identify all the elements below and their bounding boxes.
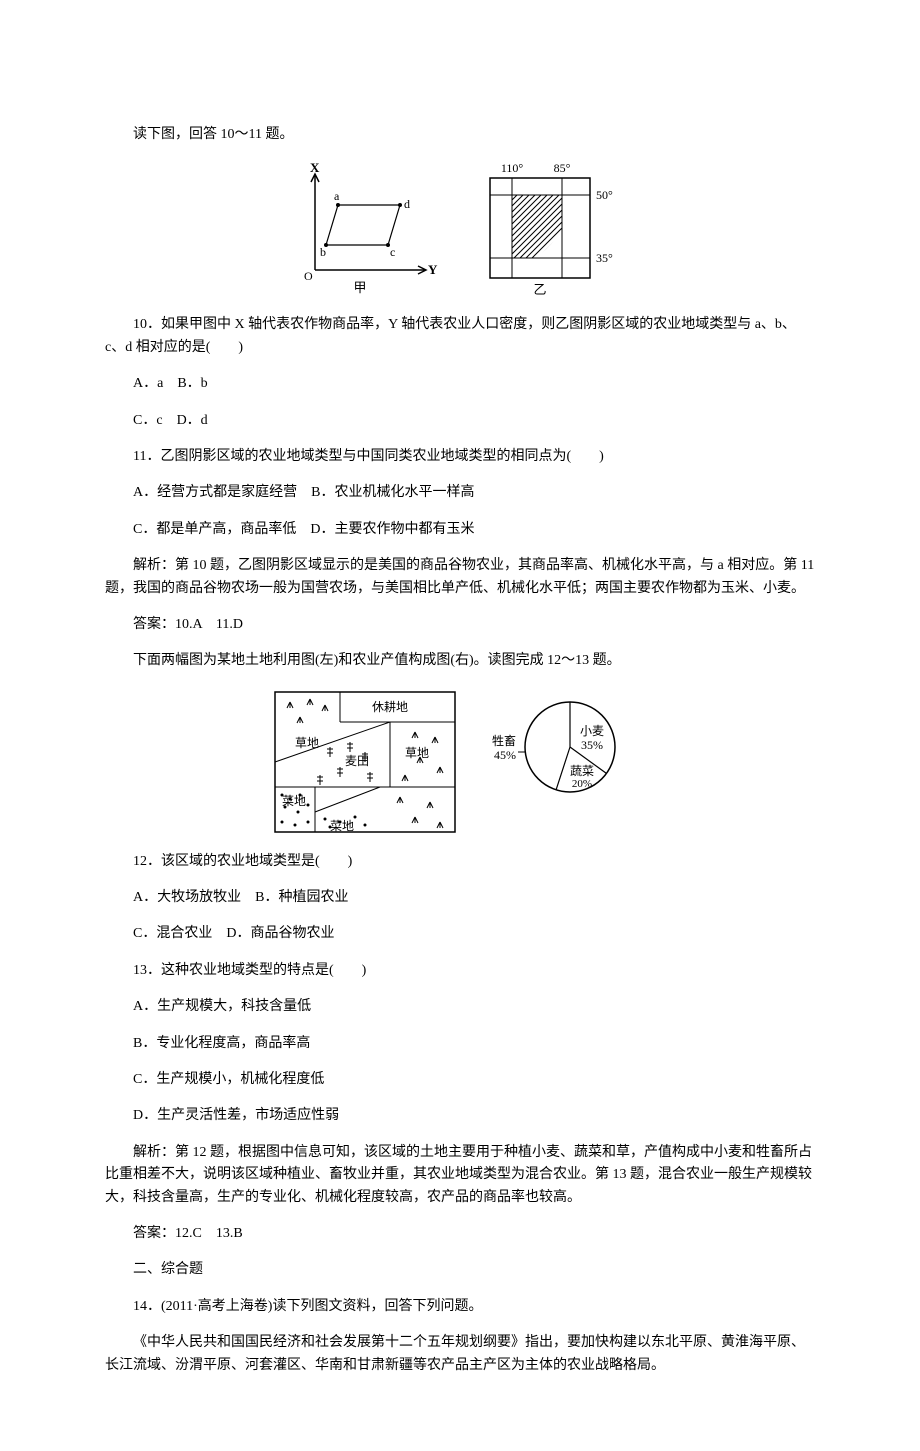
pt-d: d <box>404 197 410 211</box>
q10-optD: D．d <box>177 413 208 428</box>
lon-85: 85° <box>554 161 571 175</box>
q11-optB: B．农业机械化水平一样高 <box>311 485 474 500</box>
caption-yi: 乙 <box>533 282 546 297</box>
pie-wheat-label: 小麦 <box>580 724 604 738</box>
q12-optC: C．混合农业 <box>133 926 212 941</box>
pie-veg-label: 蔬菜 <box>570 764 594 778</box>
lat-50: 50° <box>596 188 613 202</box>
pie-live-pct: 45% <box>494 748 516 762</box>
q12-line2: C．混合农业 D．商品谷物农业 <box>105 923 815 945</box>
q13-optC: C．生产规模小，机械化程度低 <box>105 1069 815 1091</box>
explain-12-13: 解析：第 12 题，根据图中信息可知，该区域的土地主要用于种植小麦、蔬菜和草，产… <box>105 1142 815 1209</box>
q11-line2: C．都是单产高，商品率低 D．主要农作物中都有玉米 <box>105 519 815 541</box>
q11-line1: A．经营方式都是家庭经营 B．农业机械化水平一样高 <box>105 482 815 504</box>
lon-110: 110° <box>501 161 524 175</box>
label-grass2: 草地 <box>405 746 429 760</box>
q11-stem: 11．乙图阴影区域的农业地域类型与中国同类农业地域类型的相同点为( ) <box>105 446 815 468</box>
lat-35: 35° <box>596 251 613 265</box>
q12-stem: 12．该区域的农业地域类型是( ) <box>105 851 815 873</box>
figure-row-1: X Y O a d b c 甲 110° 85° 50° 35° <box>105 160 815 300</box>
pt-a: a <box>334 189 340 203</box>
q10-optA: A．a <box>133 376 163 391</box>
q12-optD: D．商品谷物农业 <box>226 926 334 941</box>
pie-live-label: 牲畜 <box>492 733 516 748</box>
label-grass1: 草地 <box>295 736 319 750</box>
q13-optD: D．生产灵活性差，市场适应性弱 <box>105 1105 815 1127</box>
axis-x-label: X <box>310 160 320 175</box>
intro-10-11: 读下图，回答 10～11 题。 <box>105 124 815 146</box>
pie-chart: 小麦 35% 蔬菜 20% 牲畜 45% <box>490 687 650 817</box>
q12-optA: A．大牧场放牧业 <box>133 890 241 905</box>
section-2-heading: 二、综合题 <box>105 1259 815 1281</box>
chart-yi: 110° 85° 50° 35° 乙 <box>480 160 630 300</box>
q13-optA: A．生产规模大，科技含量低 <box>105 996 815 1018</box>
q11-optA: A．经营方式都是家庭经营 <box>133 485 297 500</box>
figure-row-2: 休耕地 草地 麦田 草地 菜地 菜地 小麦 35% 蔬菜 20% <box>105 687 815 837</box>
intro-12-13: 下面两幅图为某地土地利用图(左)和农业产值构成图(右)。读图完成 12～13 题… <box>105 650 815 672</box>
pie-wheat-pct: 35% <box>581 738 603 752</box>
q12-line1: A．大牧场放牧业 B．种植园农业 <box>105 887 815 909</box>
landuse-map: 休耕地 草地 麦田 草地 菜地 菜地 <box>270 687 460 837</box>
q10-optB: B．b <box>177 376 207 391</box>
q13-optB: B．专业化程度高，商品率高 <box>105 1033 815 1055</box>
chart-jia: X Y O a d b c 甲 <box>290 160 440 300</box>
q13-stem: 13．这种农业地域类型的特点是( ) <box>105 960 815 982</box>
q10-line2: C．c D．d <box>105 410 815 432</box>
label-wheat: 麦田 <box>345 754 369 768</box>
q14-head: 14．(2011·高考上海卷)读下列图文资料，回答下列问题。 <box>105 1296 815 1318</box>
axis-y-label: Y <box>428 262 438 277</box>
q11-optD: D．主要农作物中都有玉米 <box>310 522 474 537</box>
q10-stem: 10．如果甲图中 X 轴代表农作物商品率，Y 轴代表农业人口密度，则乙图阴影区域… <box>105 314 815 359</box>
explain-10-11: 解析：第 10 题，乙图阴影区域显示的是美国的商品谷物农业，其商品率高、机械化水… <box>105 555 815 600</box>
label-fallow: 休耕地 <box>372 699 408 714</box>
q14-body: 《中华人民共和国国民经济和社会发展第十二个五年规划纲要》指出，要加快构建以东北平… <box>105 1332 815 1377</box>
pie-veg-pct: 20% <box>572 778 592 790</box>
pt-c: c <box>390 245 395 259</box>
answer-12-13: 答案：12.C 13.B <box>105 1223 815 1245</box>
label-veg2: 菜地 <box>330 819 354 833</box>
q10-line1: A．a B．b <box>105 373 815 395</box>
q10-optC: C．c <box>133 413 163 428</box>
pt-b: b <box>320 245 326 259</box>
answer-10-11: 答案：10.A 11.D <box>105 614 815 636</box>
label-veg1: 菜地 <box>282 794 306 808</box>
caption-jia: 甲 <box>353 280 366 295</box>
page: 读下图，回答 10～11 题。 X Y O a d b c 甲 110° 85° <box>0 0 920 1451</box>
q11-optC: C．都是单产高，商品率低 <box>133 522 296 537</box>
q12-optB: B．种植园农业 <box>255 890 348 905</box>
origin-label: O <box>304 269 313 283</box>
